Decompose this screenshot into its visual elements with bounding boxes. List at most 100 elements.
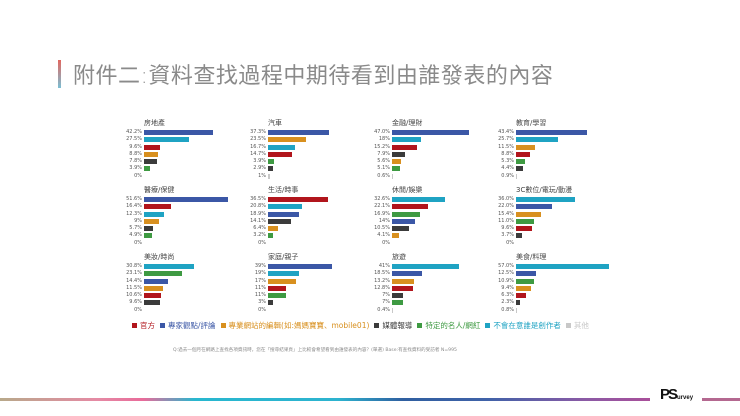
bar-row: 11.0% bbox=[492, 218, 617, 225]
bar-value-label: 43.4% bbox=[498, 129, 514, 135]
bar-value-label: 15.4% bbox=[498, 210, 514, 217]
legend-label: 專家觀點/評論 bbox=[168, 321, 216, 330]
bar bbox=[144, 151, 159, 157]
bar-row: 7% bbox=[368, 299, 493, 306]
bar-row: 0% bbox=[244, 240, 369, 247]
bar bbox=[516, 197, 575, 202]
bar-value-label: 37.3% bbox=[250, 129, 266, 135]
bar-row: 37.3% bbox=[244, 129, 369, 136]
bar-track bbox=[516, 173, 617, 179]
bar-value-label: 19% bbox=[254, 270, 266, 277]
footer-gradient-line bbox=[0, 398, 650, 401]
bar bbox=[392, 271, 423, 277]
bar bbox=[268, 130, 329, 135]
bar-track bbox=[392, 144, 493, 150]
bar-value-label: 2.3% bbox=[501, 299, 514, 306]
bar bbox=[144, 218, 159, 224]
bar-value-label: 32.6% bbox=[374, 196, 390, 202]
bar-row: 41% bbox=[368, 263, 493, 270]
bar-value-label: 16.7% bbox=[250, 143, 266, 150]
bar-row: 27.5% bbox=[120, 136, 245, 143]
panel-title: 教育/學習 bbox=[516, 119, 547, 127]
bar-track bbox=[144, 166, 245, 172]
bar-row: 23.1% bbox=[120, 270, 245, 277]
bar-value-label: 5.3% bbox=[501, 158, 514, 165]
bar-track bbox=[144, 151, 245, 157]
panel-title: 金融/理財 bbox=[392, 119, 423, 127]
bar-value-label: 14.4% bbox=[126, 277, 142, 284]
bar-row: 1% bbox=[244, 173, 369, 180]
bar bbox=[268, 144, 296, 150]
bar-value-label: 7.8% bbox=[129, 158, 142, 165]
bar-track bbox=[392, 271, 493, 277]
bar-track bbox=[392, 218, 493, 224]
bar-track bbox=[516, 264, 617, 269]
bar-row: 14.7% bbox=[244, 151, 369, 158]
bar-value-label: 9.6% bbox=[129, 299, 142, 306]
panel-bars: 36.0% 22.0% 15.4% 11.0% 9.6% 3.7% 0% bbox=[492, 196, 617, 247]
bar-value-label: 7.9% bbox=[377, 150, 390, 157]
bar-track bbox=[144, 197, 245, 202]
bar-track bbox=[392, 307, 493, 313]
bar-value-label: 16.9% bbox=[374, 210, 390, 217]
bar-value-label: 0% bbox=[382, 239, 390, 246]
bar-value-label: 0% bbox=[258, 239, 266, 246]
bar-value-label: 16.4% bbox=[126, 203, 142, 210]
bar-value-label: 10.5% bbox=[374, 225, 390, 232]
bar bbox=[268, 159, 275, 165]
bar-row: 8.8% bbox=[492, 151, 617, 158]
legend-label: 官方 bbox=[140, 321, 155, 330]
bar-row: 12.5% bbox=[492, 270, 617, 277]
bar-row: 9.4% bbox=[492, 285, 617, 292]
bar-track bbox=[268, 144, 369, 150]
legend-swatch-icon bbox=[374, 323, 380, 328]
bar-track bbox=[144, 137, 245, 143]
bar bbox=[268, 226, 279, 232]
bar-row: 12.8% bbox=[368, 285, 493, 292]
page-title-wrap: 附件二:資料查找過程中期待看到由誰發表的內容 bbox=[58, 58, 553, 90]
bar bbox=[144, 159, 157, 165]
bar-value-label: 7% bbox=[382, 299, 390, 306]
bar-track bbox=[516, 211, 617, 217]
bar-row: 25.7% bbox=[492, 136, 617, 143]
bar-value-label: 3.9% bbox=[129, 165, 142, 172]
bar-track bbox=[268, 151, 369, 157]
bar-value-label: 15.2% bbox=[374, 143, 390, 150]
bar-track bbox=[144, 204, 245, 210]
bar-track bbox=[516, 144, 617, 150]
bar bbox=[268, 218, 292, 224]
bar-value-label: 11.5% bbox=[498, 143, 514, 150]
bar bbox=[392, 226, 410, 232]
bar-row: 0.8% bbox=[492, 307, 617, 314]
bar-track bbox=[516, 226, 617, 232]
bar-value-label: 10.9% bbox=[498, 277, 514, 284]
bar-row: 9.6% bbox=[120, 144, 245, 151]
bar-value-label: 3% bbox=[258, 299, 266, 306]
bar-row: 39% bbox=[244, 263, 369, 270]
panel-title: 房地產 bbox=[144, 119, 165, 127]
bar-row: 2.9% bbox=[244, 165, 369, 172]
legend-item: 不會在意誰是創作者 bbox=[485, 320, 561, 331]
bar bbox=[144, 233, 152, 239]
panel-bars: 51.6% 16.4% 12.3% 9% 5.7% 4.9% 0% bbox=[120, 196, 245, 247]
bar-value-label: 23.1% bbox=[126, 270, 142, 277]
bar-value-label: 6.4% bbox=[253, 225, 266, 232]
bar-track bbox=[268, 197, 369, 202]
bar-row: 11.5% bbox=[120, 285, 245, 292]
bar-row: 5.3% bbox=[492, 158, 617, 165]
bar-value-label: 9.6% bbox=[129, 143, 142, 150]
bar-track bbox=[392, 285, 493, 291]
bar-track bbox=[268, 166, 369, 172]
bar-track bbox=[144, 278, 245, 284]
bar-row: 16.9% bbox=[368, 211, 493, 218]
bar-value-label: 23.5% bbox=[250, 136, 266, 143]
bar bbox=[268, 285, 286, 291]
legend-swatch-icon bbox=[417, 323, 423, 328]
survey-footnote: Q:過去一個月在網路上查找各項資訊時，您在「搜尋結果頁」上比較會希望看到由誰發表… bbox=[173, 348, 457, 353]
bar-value-label: 7% bbox=[382, 292, 390, 299]
bar-value-label: 12.8% bbox=[374, 284, 390, 291]
bar bbox=[516, 137, 558, 143]
bar-value-label: 0% bbox=[134, 306, 142, 313]
bar-row: 6.3% bbox=[492, 292, 617, 299]
bar-row: 5.7% bbox=[120, 225, 245, 232]
